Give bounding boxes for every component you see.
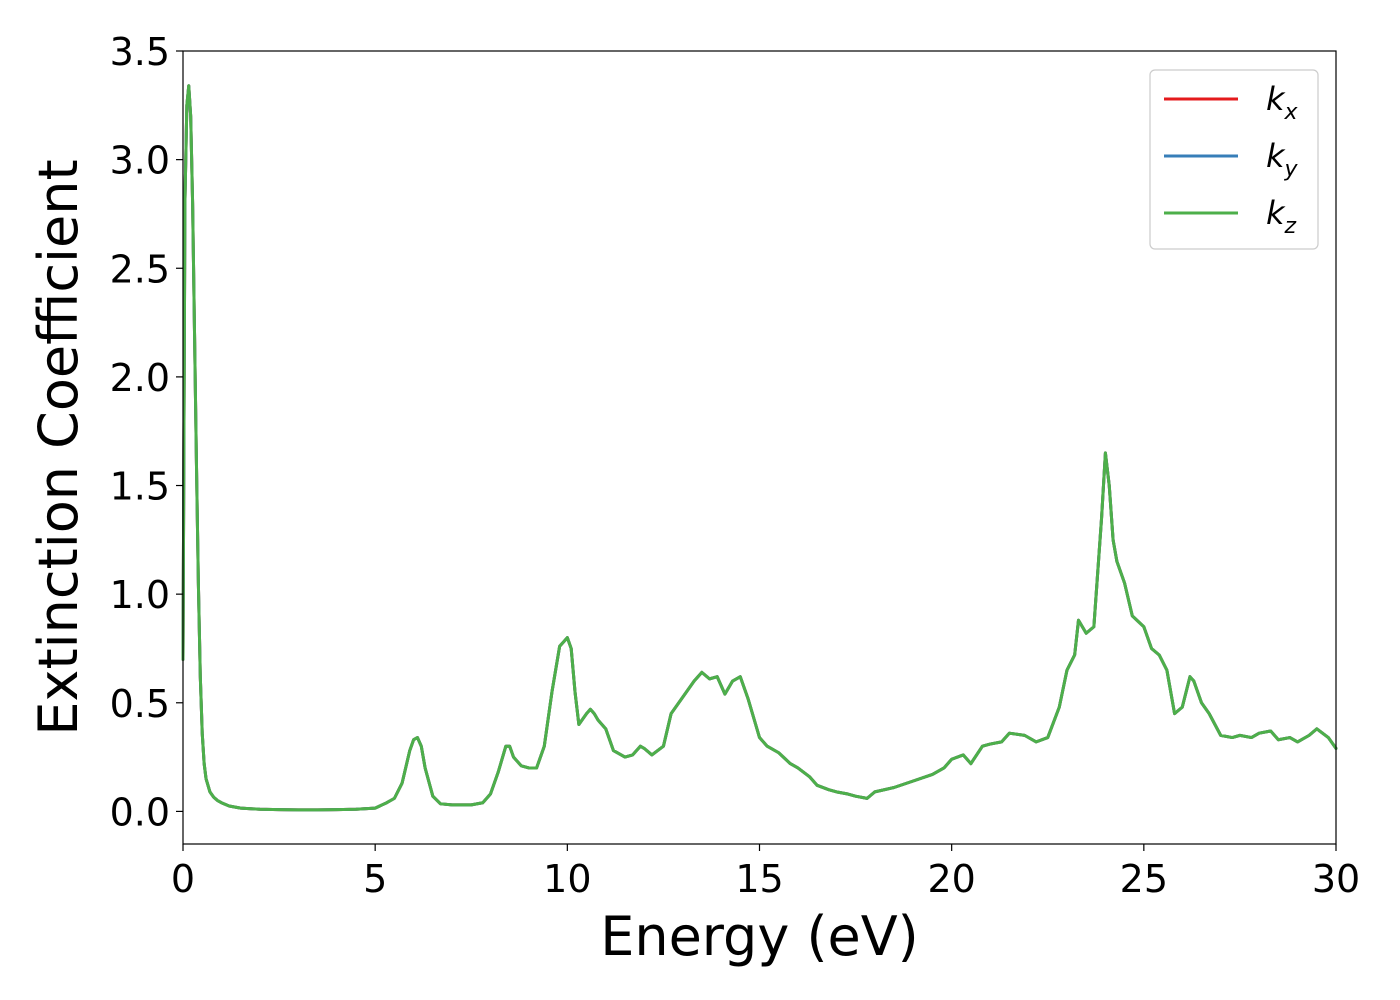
legend-box xyxy=(1149,69,1319,250)
y-tick-label: 2.0 xyxy=(110,356,170,400)
legend-items: kx ky kz xyxy=(1164,80,1299,239)
x-tick-label: 20 xyxy=(927,857,975,901)
series-layer xyxy=(181,84,1338,812)
y-tick-label: 0.0 xyxy=(110,790,170,834)
legend-label-kx: kx xyxy=(1266,80,1299,125)
legend-label-kz: kz xyxy=(1266,194,1297,239)
y-tick-label: 3.0 xyxy=(110,139,170,183)
y-tick-label: 3.5 xyxy=(110,30,170,74)
legend-label-ky: ky xyxy=(1266,137,1299,182)
x-axis-label: Energy (eV) xyxy=(600,905,919,968)
x-tick-label: 15 xyxy=(735,857,783,901)
y-tick-label: 1.5 xyxy=(110,465,170,509)
x-tick-label: 10 xyxy=(543,857,591,901)
y-axis-label: Extinction Coefficient xyxy=(27,159,90,735)
y-axis-ticks: 0.0 0.5 1.0 1.5 2.0 2.5 3.0 3.5 xyxy=(110,30,183,834)
y-tick-label: 2.5 xyxy=(110,247,170,291)
y-tick-label: 0.5 xyxy=(110,682,170,726)
legend: kx ky kz xyxy=(1149,69,1319,250)
x-tick-label: 5 xyxy=(363,857,387,901)
x-axis-ticks: 0 5 10 15 20 25 30 xyxy=(171,844,1360,901)
x-tick-label: 0 xyxy=(171,857,195,901)
x-tick-label: 30 xyxy=(1312,857,1360,901)
x-tick-label: 25 xyxy=(1120,857,1168,901)
y-tick-label: 1.0 xyxy=(110,573,170,617)
series-line-k-z xyxy=(181,84,1338,812)
